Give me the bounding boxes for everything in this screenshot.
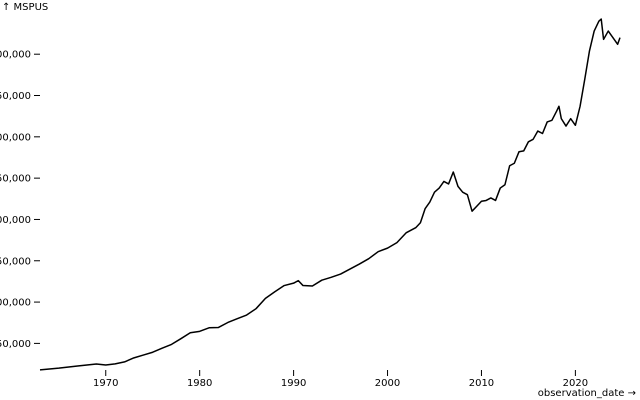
y-tick-label: 350,000 — [0, 91, 31, 102]
y-tick-label: 250,000 — [0, 174, 31, 185]
data-line — [39, 18, 621, 371]
y-axis-label: ↑ MSPUS — [2, 2, 48, 13]
x-tick-label: 2010 — [469, 378, 494, 389]
y-tick-label: 200,000 — [0, 215, 31, 226]
y-tick-label: 100,000 — [0, 298, 31, 309]
x-axis-label: observation_date → — [538, 388, 636, 399]
x-tick-label: 1970 — [93, 378, 118, 389]
y-tick-label: 150,000 — [0, 256, 31, 267]
y-tick-label: 300,000 — [0, 132, 31, 143]
y-tick-label: 400,000 — [0, 50, 31, 61]
y-tick-label: 50,000 — [0, 339, 31, 350]
x-tick-label: 1990 — [281, 378, 306, 389]
x-tick-label: 2000 — [375, 378, 400, 389]
x-tick-label: 2020 — [563, 378, 588, 389]
x-tick-label: 1980 — [187, 378, 212, 389]
